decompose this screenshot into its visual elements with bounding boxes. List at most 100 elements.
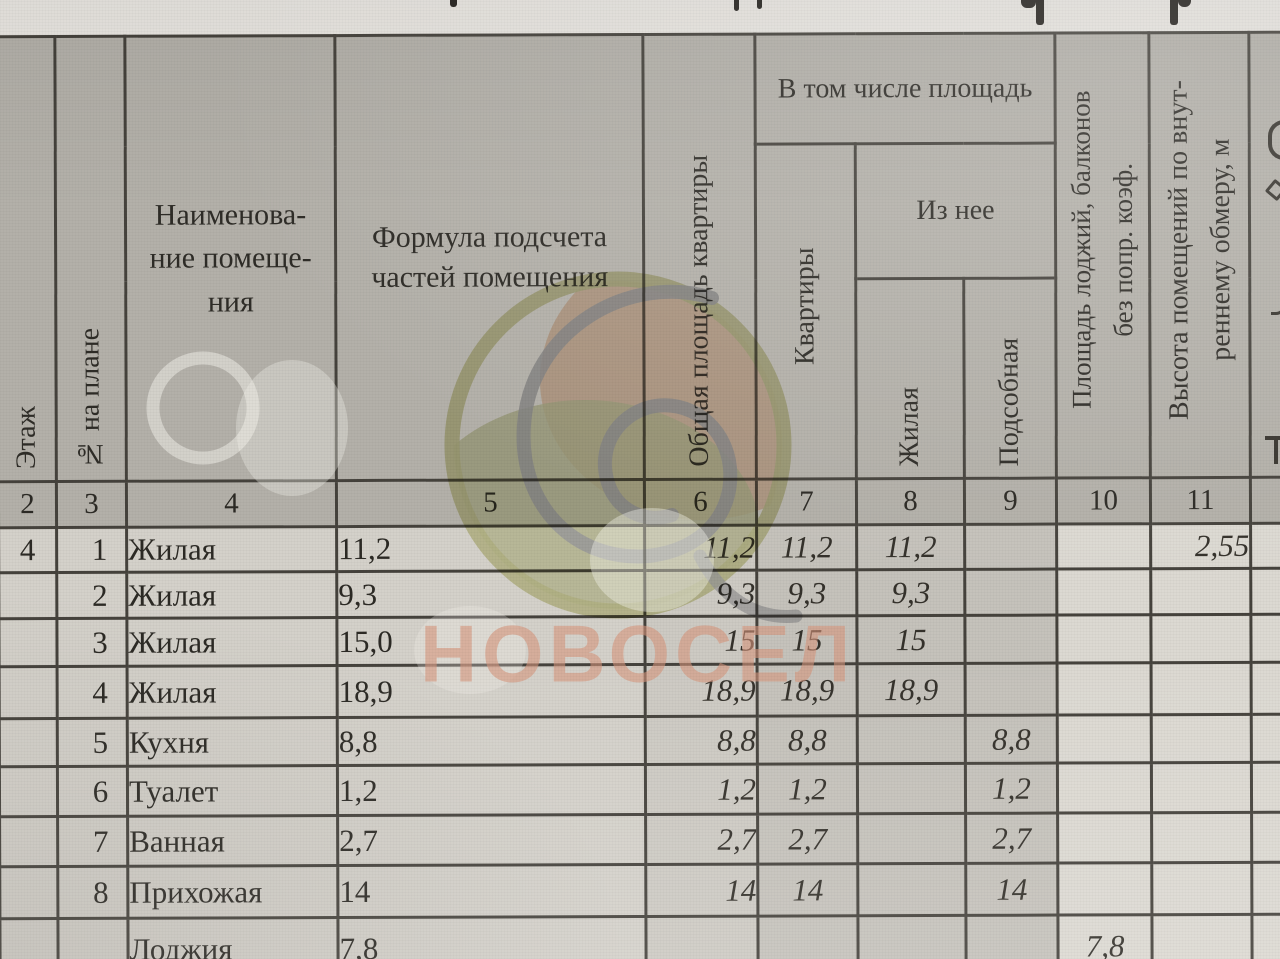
cell-clipped — [1250, 568, 1280, 615]
cell-plan-no: 4 — [57, 666, 128, 719]
header-total-area-label: Общая площадь квартиры — [682, 155, 716, 468]
header-flat-label: Квартиры — [789, 247, 821, 365]
cell-loggia-area — [1057, 662, 1152, 716]
text-fragment — [1265, 436, 1280, 440]
cell-flat-area: 11,2 — [756, 524, 857, 571]
header-auxiliary-label: Подсобная — [993, 337, 1026, 466]
col-number: 8 — [856, 478, 965, 525]
cell-plan-no: 1 — [56, 527, 127, 573]
table-row: Лоджия 7,8 7,8 — [0, 914, 1280, 959]
cell-total-area: 9,3 — [644, 570, 757, 617]
cell-formula: 18,9 — [337, 664, 646, 718]
header-floor-label: Этаж — [10, 406, 43, 470]
cell-plan-no — [57, 918, 129, 959]
cell-room-name: Ванная — [127, 815, 338, 867]
cell-auxiliary-area — [964, 524, 1057, 570]
cell-clipped — [1251, 714, 1280, 763]
cell-clipped — [1251, 662, 1280, 715]
column-numbers-row: 2 3 4 5 6 7 8 9 10 11 — [0, 477, 1280, 528]
cell-formula: 2,7 — [337, 814, 646, 866]
cell-living-area — [857, 813, 966, 864]
cell-auxiliary-area: 14 — [965, 863, 1058, 916]
cell-formula: 8,8 — [337, 716, 646, 766]
cell-floor: 4 — [0, 527, 57, 573]
cell-total-area: 18,9 — [645, 664, 758, 717]
cell-flat-area: 14 — [757, 863, 858, 917]
cell-floor — [0, 816, 58, 867]
cell-total-area: 11,2 — [644, 525, 757, 571]
cell-living-area — [857, 715, 966, 764]
cell-auxiliary-area — [964, 615, 1058, 664]
cell-auxiliary-area: 1,2 — [965, 763, 1058, 814]
text-fragment — [450, 0, 457, 7]
cell-room-name: Прихожая — [127, 865, 338, 919]
cell-formula: 11,2 — [336, 525, 645, 572]
cell-plan-no: 8 — [57, 866, 128, 919]
cell-flat-area: 15 — [756, 615, 858, 665]
cell-auxiliary-area — [964, 569, 1057, 616]
cell-flat-area: 2,7 — [757, 813, 858, 865]
header-flat: Квартиры — [755, 143, 857, 480]
cell-clipped — [1251, 812, 1280, 863]
cell-loggia-area — [1057, 714, 1152, 764]
cell-loggia-area — [1056, 523, 1151, 570]
col-number: 3 — [56, 481, 127, 528]
cell-loggia-area — [1056, 568, 1151, 616]
text-fragment — [1021, 0, 1036, 8]
table-row: 8 Прихожая 14 14 14 14 — [0, 862, 1280, 919]
cell-auxiliary-area: 2,7 — [965, 813, 1058, 864]
cell-total-area: 2,7 — [645, 814, 758, 865]
cell-auxiliary-area: 8,8 — [965, 715, 1058, 764]
cell-clipped — [1251, 914, 1280, 959]
cell-formula: 7,8 — [337, 916, 647, 959]
cell-flat-area: 8,8 — [757, 715, 858, 765]
cell-floor — [0, 766, 58, 817]
cell-height — [1150, 614, 1252, 663]
cell-living-area — [857, 863, 966, 916]
col-number-clipped — [1250, 477, 1280, 524]
cell-living-area — [857, 915, 967, 959]
table-row: 6 Туалет 1,2 1,2 1,2 1,2 — [0, 762, 1280, 817]
cell-floor — [0, 866, 58, 919]
header-room-name: Наименова- ние помеще- ния — [124, 35, 337, 482]
cell-total-area — [645, 916, 759, 959]
cell-floor — [0, 918, 59, 959]
cell-total-area: 15 — [644, 616, 758, 665]
cell-room-name: Туалет — [127, 765, 338, 817]
cell-formula: 14 — [337, 864, 646, 918]
text-fragment — [1271, 300, 1280, 315]
cell-room-name: Жилая — [126, 571, 337, 619]
table-row: 4 1 Жилая 11,2 11,2 11,2 11,2 2,55 — [0, 523, 1280, 573]
text-fragment — [734, 0, 739, 11]
cell-room-name: Жилая — [126, 617, 338, 667]
text-fragment — [1170, 0, 1178, 25]
cell-formula: 1,2 — [337, 764, 646, 816]
cell-living-area: 15 — [856, 615, 966, 664]
cell-total-area: 1,2 — [645, 764, 758, 815]
col-number: 7 — [756, 478, 857, 526]
table-row: 7 Ванная 2,7 2,7 2,7 2,7 — [0, 812, 1280, 867]
header-total-area: Общая площадь квартиры — [642, 34, 757, 480]
cell-height: 2,55 — [1150, 523, 1251, 569]
header-living: Жилая — [855, 278, 965, 479]
text-fragment — [1274, 438, 1278, 464]
cell-loggia-area: 7,8 — [1057, 914, 1153, 959]
text-fragment — [1036, 0, 1044, 25]
table-row: 4 Жилая 18,9 18,9 18,9 18,9 — [0, 662, 1280, 719]
cell-formula: 9,3 — [336, 570, 645, 618]
cell-loggia-area — [1057, 762, 1152, 814]
header-loggia-area: Площадь лоджий, балконов без попр. коэф. — [1054, 32, 1151, 479]
cell-height — [1151, 762, 1252, 813]
cell-loggia-area — [1056, 614, 1152, 664]
cell-loggia-area — [1057, 862, 1152, 916]
table-row: 2 Жилая 9,3 9,3 9,3 9,3 — [0, 568, 1280, 619]
cell-clipped — [1250, 614, 1280, 663]
cell-plan-no: 3 — [56, 618, 128, 667]
cell-height — [1151, 914, 1253, 959]
cell-living-area: 11,2 — [856, 524, 965, 570]
cell-plan-no: 7 — [57, 816, 128, 867]
col-number: 2 — [0, 481, 57, 528]
cell-auxiliary-area — [965, 915, 1059, 959]
cell-room-name: Жилая — [127, 665, 338, 719]
